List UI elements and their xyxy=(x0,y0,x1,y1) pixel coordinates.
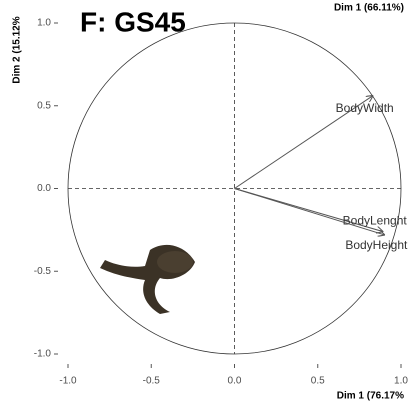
y-tick-label: 0.0 xyxy=(37,183,51,194)
subtitle: Dim 1 (66.11%) xyxy=(334,3,404,14)
x-tick-label: -0.5 xyxy=(143,376,161,387)
variable-arrow xyxy=(234,96,373,189)
x-tick-label: 0.0 xyxy=(228,376,242,387)
y-axis-label: Dim 2 (15.12% xyxy=(12,16,23,83)
y-tick-label: 1.0 xyxy=(37,18,51,29)
chart-title: F: GS45 xyxy=(80,6,186,37)
y-tick-label: -0.5 xyxy=(34,266,52,277)
x-tick-label: 0.5 xyxy=(311,376,325,387)
x-tick-label: -1.0 xyxy=(59,376,77,387)
y-tick-label: 0.5 xyxy=(37,100,51,111)
frog-photo xyxy=(100,244,195,314)
variable-label: BodyLenght xyxy=(343,214,408,228)
x-tick-label: 1.0 xyxy=(394,376,408,387)
variable-label: BodyHeight xyxy=(345,238,408,252)
variable-label: BodyWidth xyxy=(336,101,394,115)
variable-arrow xyxy=(234,188,385,235)
y-tick-label: -1.0 xyxy=(34,349,52,360)
x-axis-label: Dim 1 (76.17% xyxy=(337,391,404,402)
